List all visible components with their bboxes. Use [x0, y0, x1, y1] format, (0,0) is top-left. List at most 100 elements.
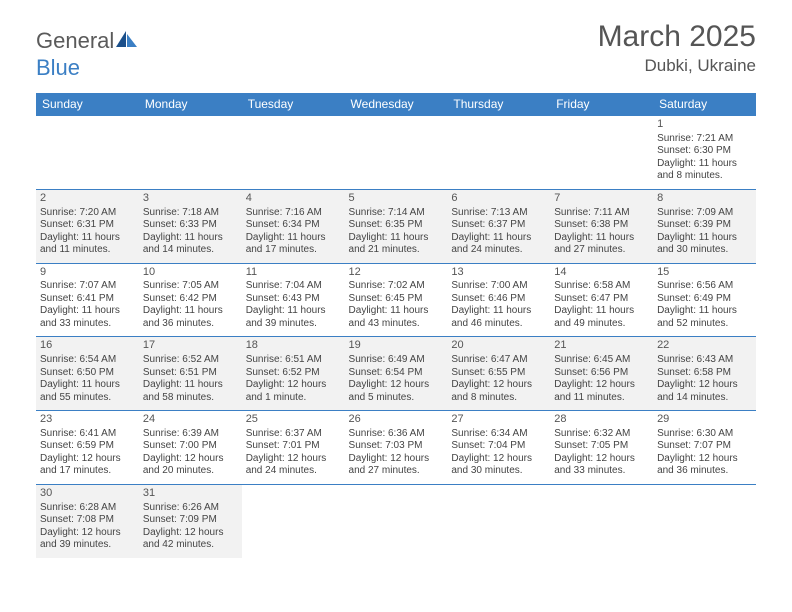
- sunset-text: Sunset: 6:51 PM: [143, 367, 238, 380]
- daylight-text: Daylight: 11 hours: [657, 158, 752, 171]
- daylight-text: and 52 minutes.: [657, 318, 752, 331]
- daylight-text: Daylight: 11 hours: [246, 305, 341, 318]
- calendar-cell: [447, 116, 550, 190]
- sunset-text: Sunset: 6:52 PM: [246, 367, 341, 380]
- sunrise-text: Sunrise: 7:14 AM: [349, 207, 444, 220]
- sunrise-text: Sunrise: 6:43 AM: [657, 354, 752, 367]
- daylight-text: Daylight: 12 hours: [657, 453, 752, 466]
- daylight-text: and 8 minutes.: [451, 392, 546, 405]
- sunrise-text: Sunrise: 7:21 AM: [657, 133, 752, 146]
- daylight-text: and 14 minutes.: [143, 244, 238, 257]
- sunrise-text: Sunrise: 6:26 AM: [143, 502, 238, 515]
- daylight-text: Daylight: 12 hours: [349, 379, 444, 392]
- calendar-cell: 17Sunrise: 6:52 AMSunset: 6:51 PMDayligh…: [139, 337, 242, 411]
- sunset-text: Sunset: 6:41 PM: [40, 293, 135, 306]
- sunrise-text: Sunrise: 7:20 AM: [40, 207, 135, 220]
- calendar-cell: [139, 116, 242, 190]
- calendar-cell: 19Sunrise: 6:49 AMSunset: 6:54 PMDayligh…: [345, 337, 448, 411]
- sunset-text: Sunset: 7:03 PM: [349, 440, 444, 453]
- daylight-text: and 14 minutes.: [657, 392, 752, 405]
- day-number: 12: [349, 266, 444, 280]
- calendar-cell: 3Sunrise: 7:18 AMSunset: 6:33 PMDaylight…: [139, 189, 242, 263]
- calendar-cell: 29Sunrise: 6:30 AMSunset: 7:07 PMDayligh…: [653, 411, 756, 485]
- sunset-text: Sunset: 6:34 PM: [246, 219, 341, 232]
- sunset-text: Sunset: 6:37 PM: [451, 219, 546, 232]
- daylight-text: and 33 minutes.: [40, 318, 135, 331]
- sunset-text: Sunset: 7:09 PM: [143, 514, 238, 527]
- sunset-text: Sunset: 6:58 PM: [657, 367, 752, 380]
- col-thursday: Thursday: [447, 93, 550, 116]
- sunrise-text: Sunrise: 6:47 AM: [451, 354, 546, 367]
- logo: General Blue: [36, 28, 138, 81]
- calendar-cell: 13Sunrise: 7:00 AMSunset: 6:46 PMDayligh…: [447, 263, 550, 337]
- sunset-text: Sunset: 6:35 PM: [349, 219, 444, 232]
- daylight-text: Daylight: 11 hours: [349, 232, 444, 245]
- day-number: 6: [451, 192, 546, 206]
- daylight-text: Daylight: 12 hours: [40, 527, 135, 540]
- calendar-cell: 2Sunrise: 7:20 AMSunset: 6:31 PMDaylight…: [36, 189, 139, 263]
- day-number: 27: [451, 413, 546, 427]
- calendar-cell: 1Sunrise: 7:21 AMSunset: 6:30 PMDaylight…: [653, 116, 756, 190]
- daylight-text: Daylight: 12 hours: [40, 453, 135, 466]
- sunset-text: Sunset: 6:42 PM: [143, 293, 238, 306]
- location-label: Dubki, Ukraine: [598, 56, 756, 76]
- col-wednesday: Wednesday: [345, 93, 448, 116]
- sunrise-text: Sunrise: 6:32 AM: [554, 428, 649, 441]
- sunset-text: Sunset: 6:39 PM: [657, 219, 752, 232]
- sunrise-text: Sunrise: 6:41 AM: [40, 428, 135, 441]
- sunrise-text: Sunrise: 6:30 AM: [657, 428, 752, 441]
- calendar-cell: 11Sunrise: 7:04 AMSunset: 6:43 PMDayligh…: [242, 263, 345, 337]
- daylight-text: and 21 minutes.: [349, 244, 444, 257]
- daylight-text: and 8 minutes.: [657, 170, 752, 183]
- daylight-text: Daylight: 11 hours: [451, 232, 546, 245]
- calendar-cell: 6Sunrise: 7:13 AMSunset: 6:37 PMDaylight…: [447, 189, 550, 263]
- calendar-row: 30Sunrise: 6:28 AMSunset: 7:08 PMDayligh…: [36, 484, 756, 557]
- daylight-text: and 43 minutes.: [349, 318, 444, 331]
- title-block: March 2025 Dubki, Ukraine: [598, 20, 756, 76]
- daylight-text: Daylight: 11 hours: [143, 305, 238, 318]
- day-number: 24: [143, 413, 238, 427]
- daylight-text: Daylight: 11 hours: [40, 232, 135, 245]
- sunset-text: Sunset: 7:00 PM: [143, 440, 238, 453]
- sunrise-text: Sunrise: 7:07 AM: [40, 280, 135, 293]
- calendar-cell: 21Sunrise: 6:45 AMSunset: 6:56 PMDayligh…: [550, 337, 653, 411]
- sunset-text: Sunset: 6:33 PM: [143, 219, 238, 232]
- sunrise-text: Sunrise: 6:45 AM: [554, 354, 649, 367]
- daylight-text: Daylight: 11 hours: [40, 379, 135, 392]
- sunrise-text: Sunrise: 7:04 AM: [246, 280, 341, 293]
- daylight-text: Daylight: 12 hours: [349, 453, 444, 466]
- sunset-text: Sunset: 7:05 PM: [554, 440, 649, 453]
- sunrise-text: Sunrise: 7:02 AM: [349, 280, 444, 293]
- daylight-text: and 33 minutes.: [554, 465, 649, 478]
- daylight-text: Daylight: 11 hours: [554, 305, 649, 318]
- day-number: 29: [657, 413, 752, 427]
- daylight-text: Daylight: 12 hours: [451, 379, 546, 392]
- daylight-text: and 36 minutes.: [143, 318, 238, 331]
- calendar-row: 9Sunrise: 7:07 AMSunset: 6:41 PMDaylight…: [36, 263, 756, 337]
- calendar-cell: [345, 484, 448, 557]
- day-number: 31: [143, 487, 238, 501]
- day-number: 18: [246, 339, 341, 353]
- day-number: 17: [143, 339, 238, 353]
- calendar-cell: 20Sunrise: 6:47 AMSunset: 6:55 PMDayligh…: [447, 337, 550, 411]
- sunrise-text: Sunrise: 6:37 AM: [246, 428, 341, 441]
- daylight-text: Daylight: 11 hours: [40, 305, 135, 318]
- day-number: 11: [246, 266, 341, 280]
- sunrise-text: Sunrise: 6:58 AM: [554, 280, 649, 293]
- sunset-text: Sunset: 7:08 PM: [40, 514, 135, 527]
- calendar-cell: [550, 116, 653, 190]
- sunrise-text: Sunrise: 7:11 AM: [554, 207, 649, 220]
- daylight-text: and 24 minutes.: [246, 465, 341, 478]
- day-number: 19: [349, 339, 444, 353]
- daylight-text: and 1 minute.: [246, 392, 341, 405]
- sunset-text: Sunset: 7:01 PM: [246, 440, 341, 453]
- daylight-text: Daylight: 12 hours: [554, 379, 649, 392]
- sunset-text: Sunset: 6:54 PM: [349, 367, 444, 380]
- sunrise-text: Sunrise: 6:52 AM: [143, 354, 238, 367]
- day-number: 5: [349, 192, 444, 206]
- day-number: 10: [143, 266, 238, 280]
- day-number: 13: [451, 266, 546, 280]
- calendar-cell: 5Sunrise: 7:14 AMSunset: 6:35 PMDaylight…: [345, 189, 448, 263]
- col-tuesday: Tuesday: [242, 93, 345, 116]
- sunrise-text: Sunrise: 6:54 AM: [40, 354, 135, 367]
